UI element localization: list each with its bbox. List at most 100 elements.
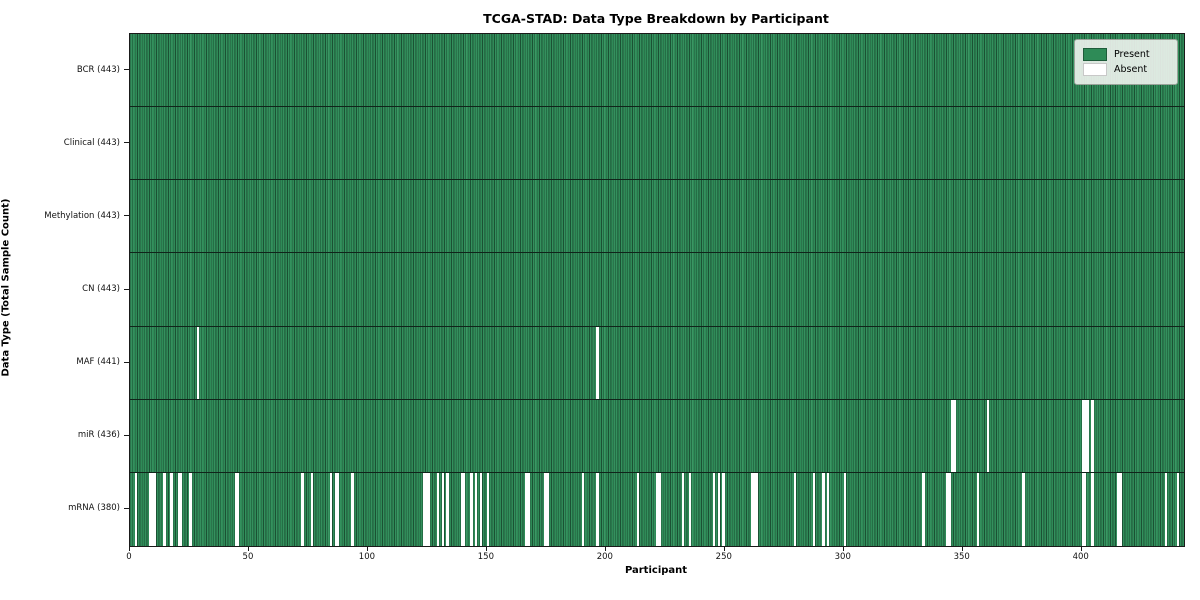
absent-marker	[1117, 472, 1120, 546]
absent-marker	[689, 472, 692, 546]
absent-marker	[946, 472, 949, 546]
absent-marker	[436, 472, 440, 546]
absent-marker	[177, 472, 180, 546]
absent-marker	[189, 472, 192, 546]
x-tick-label: 250	[715, 552, 732, 562]
absent-marker	[1119, 472, 1123, 546]
absent-marker	[329, 472, 333, 546]
absent-marker	[441, 472, 445, 546]
absent-marker	[636, 472, 640, 546]
absent-marker	[712, 472, 716, 546]
absent-marker	[422, 472, 426, 546]
absent-marker	[1081, 472, 1085, 546]
absent-marker	[922, 472, 925, 546]
row-clinical	[130, 107, 1184, 181]
absent-marker	[1164, 472, 1168, 546]
absent-marker	[149, 472, 152, 546]
absent-marker	[336, 472, 340, 546]
y-tick-label: MAF (441)	[76, 357, 120, 368]
absent-marker	[953, 399, 956, 472]
legend-label-present: Present	[1114, 49, 1150, 60]
absent-marker	[793, 472, 797, 546]
row-cn	[130, 253, 1184, 327]
absent-marker	[543, 472, 547, 546]
absent-marker	[301, 472, 304, 546]
y-tick-label: miR (436)	[77, 430, 120, 441]
x-tick	[485, 546, 487, 551]
absent-marker	[755, 472, 759, 546]
absent-marker	[822, 472, 825, 546]
absent-marker	[1086, 399, 1089, 472]
y-tick	[124, 69, 129, 71]
absent-marker	[153, 472, 157, 546]
x-tick-label: 300	[834, 552, 851, 562]
absent-marker	[527, 472, 530, 546]
y-tick	[124, 215, 129, 217]
x-tick-label: 200	[596, 552, 613, 562]
absent-marker	[310, 472, 314, 546]
x-tick	[842, 546, 844, 551]
absent-marker	[753, 472, 756, 546]
x-tick	[366, 546, 368, 551]
x-tick	[129, 546, 130, 551]
plot-area	[129, 33, 1185, 547]
absent-marker	[1176, 472, 1180, 546]
present-swatch-icon	[1083, 48, 1107, 61]
absent-marker	[1084, 472, 1087, 546]
row-mrna	[130, 472, 1184, 546]
absent-marker	[463, 472, 466, 546]
absent-marker	[750, 472, 754, 546]
x-tick-label: 100	[358, 552, 376, 562]
row-mir	[130, 399, 1184, 473]
absent-marker	[237, 472, 240, 546]
x-axis-label: Participant	[624, 565, 688, 576]
y-tick	[124, 142, 129, 144]
absent-marker	[470, 472, 473, 546]
x-tick-label: 0	[126, 552, 132, 562]
x-tick-label: 150	[477, 552, 494, 562]
absent-marker	[1091, 472, 1094, 546]
chart-title: TCGA-STAD: Data Type Breakdown by Partic…	[483, 11, 829, 26]
absent-marker	[163, 472, 166, 546]
absent-marker	[134, 472, 138, 546]
row-bcr	[130, 34, 1184, 108]
absent-marker	[722, 472, 725, 546]
x-tick-label: 400	[1072, 552, 1089, 562]
absent-swatch-icon	[1083, 63, 1107, 76]
absent-marker	[658, 472, 661, 546]
absent-marker	[446, 472, 449, 546]
absent-marker	[427, 472, 430, 546]
absent-marker	[596, 472, 599, 546]
x-tick	[723, 546, 725, 551]
legend: Present Absent	[1074, 39, 1178, 85]
row-methylation	[130, 180, 1184, 254]
y-tick	[124, 434, 129, 436]
absent-marker	[843, 472, 847, 546]
absent-marker	[717, 472, 721, 546]
absent-marker	[170, 472, 173, 546]
absent-marker	[596, 326, 599, 399]
absent-marker	[812, 472, 816, 546]
absent-marker	[1091, 399, 1094, 472]
y-tick-label: Methylation (443)	[44, 210, 120, 221]
absent-marker	[948, 472, 951, 546]
absent-marker	[179, 472, 183, 546]
absent-marker	[827, 472, 830, 546]
absent-marker	[582, 472, 585, 546]
x-tick	[1080, 546, 1082, 551]
absent-marker	[986, 399, 989, 472]
absent-marker	[524, 472, 528, 546]
absent-marker	[655, 472, 659, 546]
y-tick-label: BCR (443)	[76, 64, 120, 75]
absent-marker	[474, 472, 478, 546]
y-tick	[124, 288, 129, 290]
y-tick-label: mRNA (380)	[68, 503, 120, 514]
legend-item-present: Present	[1083, 48, 1169, 61]
absent-marker	[1022, 472, 1025, 546]
absent-marker	[681, 472, 685, 546]
absent-marker	[334, 472, 337, 546]
absent-marker	[351, 472, 354, 546]
absent-marker	[479, 472, 483, 546]
x-tick-label: 350	[953, 552, 970, 562]
legend-item-absent: Absent	[1083, 63, 1169, 76]
